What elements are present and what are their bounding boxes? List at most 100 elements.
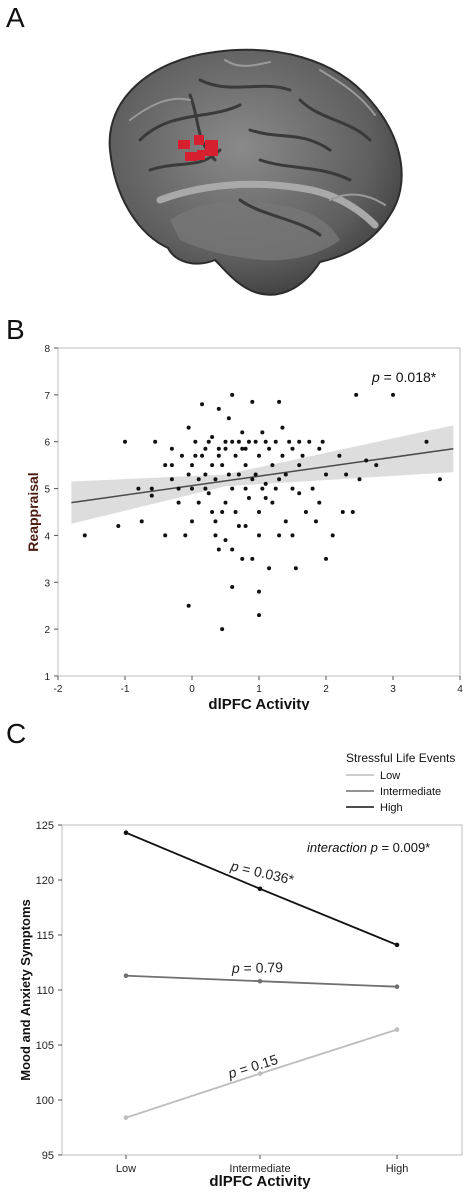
x-tick-label: 0 — [189, 684, 195, 695]
y-tick-label: 3 — [44, 578, 50, 589]
series-point-low — [257, 1071, 263, 1076]
scatter-point — [163, 463, 168, 468]
sulcus — [156, 180, 379, 229]
scatter-point — [280, 453, 285, 458]
scatter-point — [374, 463, 379, 468]
scatter-point — [206, 491, 211, 496]
scatter-point — [200, 453, 205, 458]
scatter-point — [290, 446, 295, 451]
dlpfc-activation-cluster — [178, 135, 218, 161]
scatter-point — [290, 486, 295, 491]
series-point-intermediate — [257, 978, 263, 984]
scatter-point — [213, 533, 218, 538]
scatter-point — [267, 446, 272, 451]
scatter-point — [233, 510, 238, 514]
symptoms-interaction-chart: Stressful Life Events Low Intermediate H… — [18, 751, 463, 1190]
legend-label-high: High — [380, 802, 403, 814]
scatter-point — [253, 439, 258, 444]
scatter-point — [216, 547, 221, 552]
y-tick-label: 2 — [44, 625, 50, 636]
scatter-point — [277, 477, 282, 482]
y-tick-label: 105 — [36, 1040, 54, 1052]
scatter-point — [220, 510, 225, 514]
scatter-point — [176, 486, 181, 491]
scatter-point — [216, 446, 221, 451]
scatter-point — [260, 486, 265, 491]
scatter-point — [263, 481, 268, 486]
scatter-point — [210, 510, 215, 514]
scatter-point — [277, 533, 282, 538]
scatter-point — [186, 472, 191, 477]
p-value: = 0.79 — [240, 959, 284, 976]
scatter-point — [116, 524, 121, 529]
scatter-point — [324, 472, 328, 477]
scatter-point — [203, 446, 208, 451]
scatter-point — [313, 519, 318, 524]
reappraisal-scatter-chart: -2 -1 0 1 2 3 4 1 2 3 4 5 6 7 8 p = 0.018* dlPFC Activ… — [25, 344, 463, 710]
series-point-intermediate — [123, 973, 129, 978]
scatter-point — [257, 510, 261, 514]
scatter-point — [230, 486, 235, 491]
temporal-region — [170, 201, 340, 261]
x-tick-label: Intermediate — [229, 1163, 290, 1175]
scatter-point — [424, 439, 429, 444]
scatter-point — [230, 547, 235, 552]
y-axis-title: Mood and Anxiety Symptoms — [18, 899, 33, 1081]
p-value: = 0.018* — [380, 369, 437, 385]
scatter-point — [169, 463, 174, 468]
scatter-point — [243, 463, 248, 468]
p-value-annotation: p = 0.018* — [371, 369, 437, 385]
x-tick-label: 1 — [256, 684, 262, 695]
scatter-point — [354, 392, 359, 397]
scatter-point — [270, 463, 275, 468]
y-tick-label: 8 — [44, 344, 50, 355]
scatter-point — [196, 500, 201, 505]
scatter-point — [273, 486, 278, 491]
scatter-point — [169, 446, 174, 451]
series-point-intermediate — [394, 984, 400, 989]
series-point-high — [123, 830, 129, 835]
scatter-point — [317, 500, 322, 505]
y-tick-label: 6 — [44, 438, 50, 449]
brain-render — [108, 48, 403, 296]
y-tick-label: 4 — [44, 531, 50, 542]
scatter-point — [273, 439, 278, 444]
scatter-point — [230, 584, 235, 589]
scatter-point — [230, 392, 235, 397]
panel-b-label: B — [6, 314, 25, 345]
y-tick-label: 1 — [44, 672, 50, 683]
scatter-point — [307, 439, 312, 444]
scatter-point — [190, 486, 194, 491]
regression-line — [71, 448, 454, 504]
scatter-point — [226, 416, 231, 421]
y-tick-label: 95 — [42, 1150, 54, 1162]
scatter-point — [320, 439, 325, 444]
scatter-point — [240, 446, 245, 451]
scatter-point — [317, 446, 322, 451]
scatter-point — [240, 556, 245, 561]
series-point-high — [394, 942, 400, 948]
x-tick-label: 3 — [390, 684, 396, 695]
series-point-low — [123, 1115, 129, 1120]
scatter-point — [193, 439, 198, 444]
scatter-point — [210, 435, 215, 440]
scatter-point — [230, 439, 235, 444]
scatter-point — [297, 439, 302, 444]
scatter-point — [179, 453, 184, 458]
scatter-point — [223, 446, 228, 451]
scatter-point — [136, 486, 141, 491]
scatter-point — [210, 463, 215, 468]
panel-a-label: A — [6, 2, 25, 33]
y-tick-label: 115 — [36, 930, 54, 942]
scatter-point — [193, 453, 198, 458]
legend: Stressful Life Events Low Intermediate H… — [346, 751, 455, 814]
scatter-point — [324, 556, 328, 561]
scatter-point — [196, 477, 201, 482]
p-italic: p — [228, 857, 240, 875]
scatter-point — [267, 566, 272, 571]
scatter-point — [216, 406, 221, 411]
scatter-point — [213, 477, 218, 482]
scatter-point — [206, 439, 211, 444]
scatter-point — [293, 566, 298, 571]
scatter-point — [240, 430, 245, 435]
